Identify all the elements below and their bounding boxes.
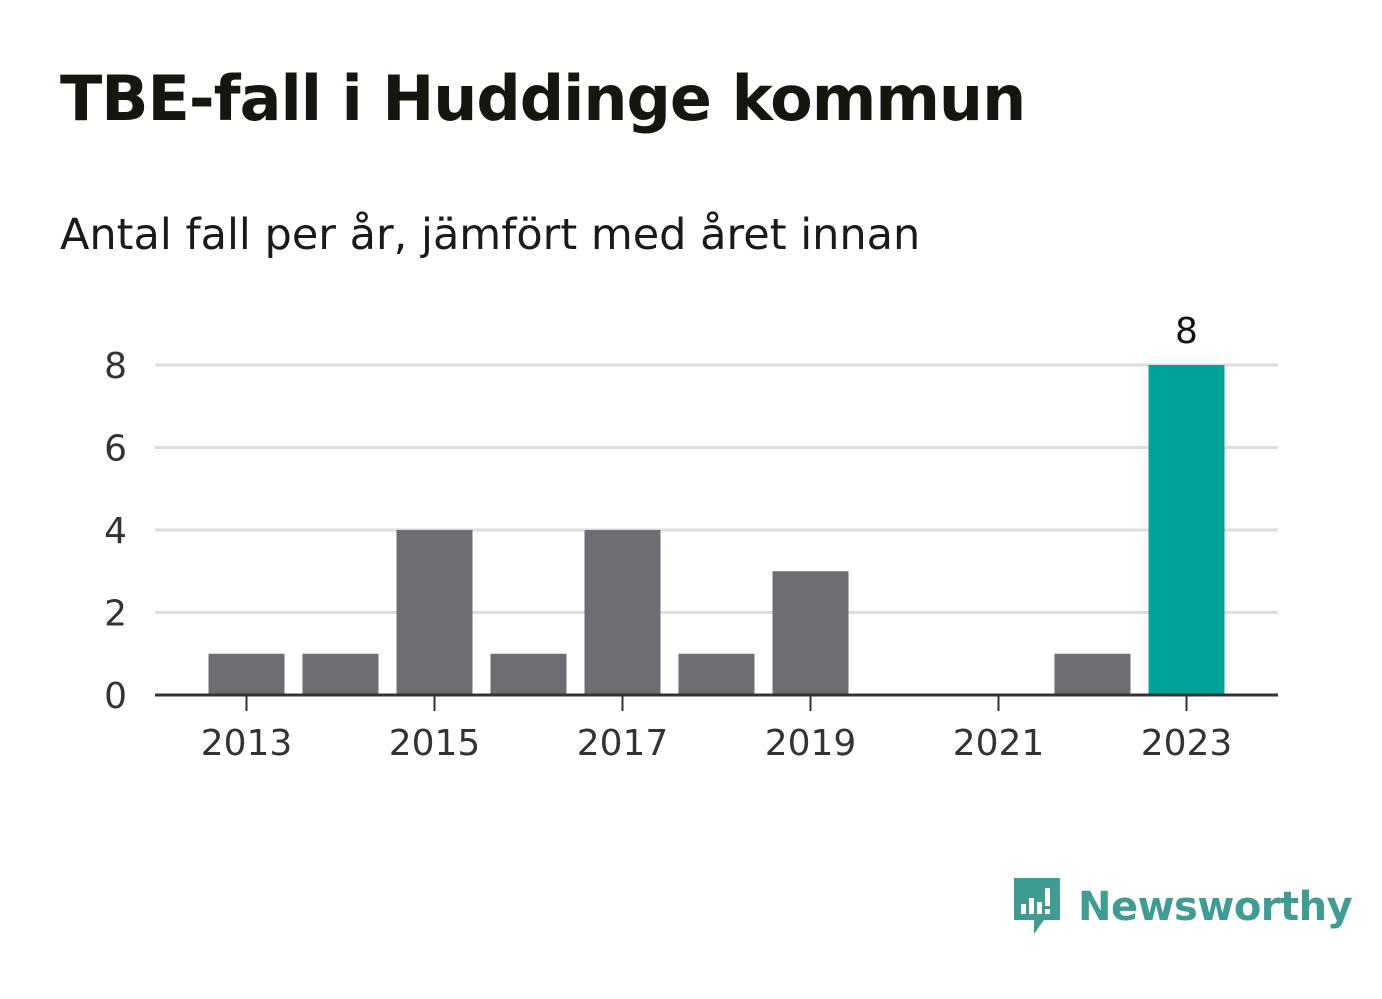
brand-name: Newsworthy	[1078, 884, 1353, 930]
y-tick-label: 4	[104, 511, 127, 552]
brand-logo: Newsworthy	[1010, 876, 1353, 938]
y-tick-label: 2	[104, 594, 127, 635]
y-tick-label: 0	[104, 676, 127, 717]
x-tick-label: 2021	[953, 723, 1045, 764]
x-tick-label: 2017	[577, 723, 669, 764]
bar	[302, 653, 379, 695]
x-tick-label: 2023	[1141, 723, 1233, 764]
y-tick-label: 6	[104, 429, 127, 470]
bar	[1054, 653, 1131, 695]
bar	[208, 653, 285, 695]
bar	[678, 653, 755, 695]
bar	[772, 571, 849, 695]
chart-subtitle: Antal fall per år, jämfört med året inna…	[60, 210, 921, 260]
x-tick-label: 2013	[201, 723, 293, 764]
chart-title: TBE-fall i Huddinge kommun	[60, 62, 1026, 135]
y-tick-label: 8	[104, 346, 127, 387]
bar	[584, 530, 661, 695]
bar-highlight	[1148, 365, 1225, 695]
data-label: 8	[1175, 311, 1198, 352]
x-tick-label: 2015	[389, 723, 481, 764]
bar	[396, 530, 473, 695]
newsworthy-logo-icon	[1014, 878, 1060, 934]
x-tick-label: 2019	[765, 723, 857, 764]
bar	[490, 653, 567, 695]
